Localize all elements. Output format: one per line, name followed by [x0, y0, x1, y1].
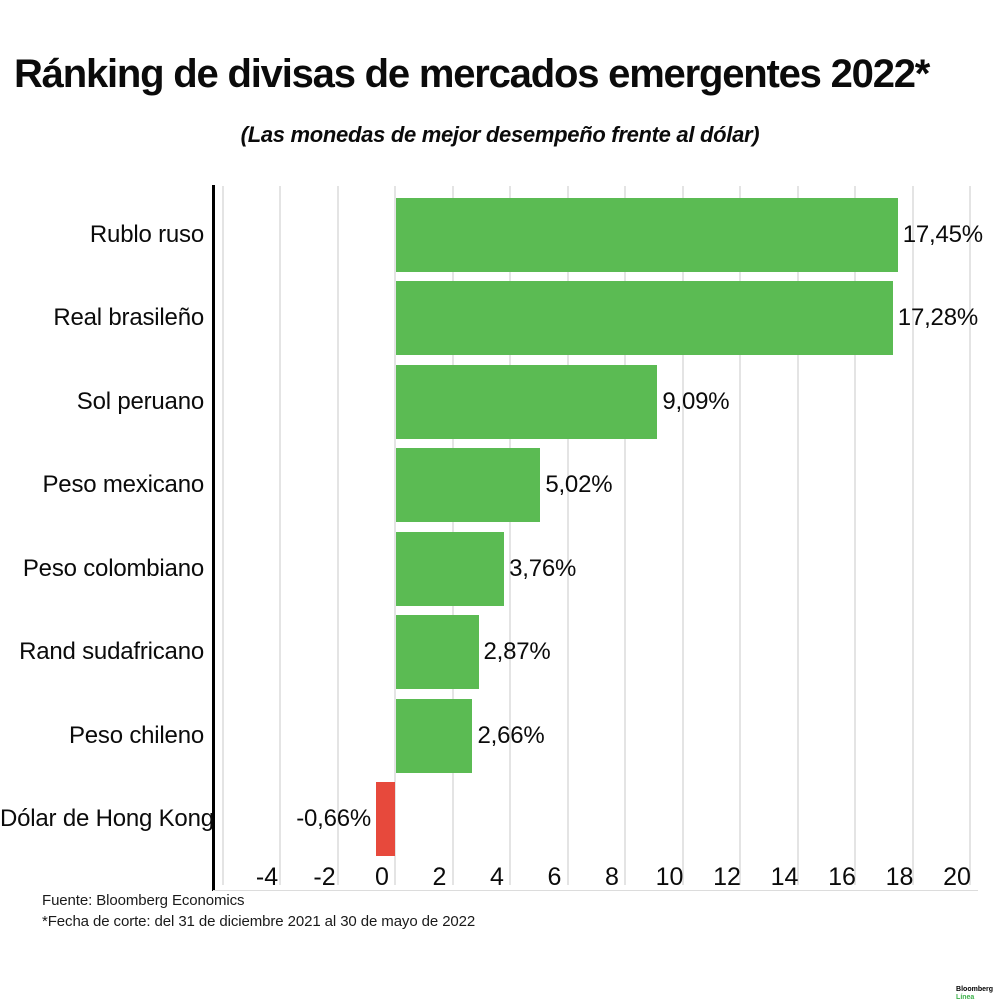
x-tick-label-20: 20 — [943, 863, 971, 891]
bar-rand-sudafricano — [396, 615, 479, 689]
source-text: Fuente: Bloomberg Economics — [42, 892, 245, 909]
bar-d-lar-de-hong-kong — [376, 782, 395, 856]
gridline-x-16 — [854, 186, 856, 885]
x-tick-label-12: 12 — [713, 863, 741, 891]
value-label: 9,09% — [662, 387, 730, 415]
chart-title: Ránking de divisas de mercados emergente… — [14, 52, 930, 96]
y-axis-line — [212, 185, 215, 891]
x-tick-label--4: -4 — [255, 863, 279, 891]
x-tick-label-2: 2 — [432, 863, 447, 891]
category-label: Peso chileno — [68, 721, 204, 749]
x-tick-label--2: -2 — [313, 863, 336, 891]
bloomberg-linea-logo: Bloomberg Línea — [956, 986, 993, 1001]
gridline-x--4 — [279, 186, 281, 885]
x-tick-label-18: 18 — [885, 863, 914, 891]
x-axis-baseline — [213, 890, 978, 891]
bar-sol-peruano — [396, 364, 658, 439]
bar-peso-colombiano — [396, 531, 505, 606]
bar-rublo-ruso — [396, 197, 898, 272]
bar-peso-mexicano — [396, 448, 541, 522]
category-label: Peso colombiano — [22, 554, 204, 582]
bar-peso-chileno — [396, 698, 473, 773]
gridline-x--2 — [336, 186, 339, 885]
gridline-x-20 — [969, 186, 971, 885]
x-tick-label-6: 6 — [547, 863, 562, 891]
x-tick-label-14: 14 — [770, 863, 799, 891]
chart-subtitle: (Las monedas de mejor desempeño frente a… — [240, 122, 760, 147]
x-tick-label-16: 16 — [828, 863, 856, 891]
category-label: Real brasileño — [53, 304, 204, 331]
logo-line-linea: Línea — [956, 994, 975, 1001]
gridline-x-12 — [739, 186, 741, 885]
x-tick-label-4: 4 — [490, 863, 504, 891]
gridline-x--6 — [221, 186, 224, 885]
x-tick-label-10: 10 — [655, 863, 684, 891]
gridline-x-6 — [566, 186, 569, 885]
category-label: Peso mexicano — [42, 471, 205, 498]
value-label: 17,28% — [897, 304, 978, 331]
logo-line-bloomberg: Bloomberg — [956, 986, 993, 993]
value-label: 5,02% — [545, 471, 613, 498]
category-label: Rublo ruso — [89, 220, 204, 248]
value-label: 3,76% — [509, 554, 577, 582]
category-label: Sol peruano — [76, 387, 204, 415]
value-label: 2,87% — [483, 638, 551, 665]
gridline-x-4 — [509, 186, 511, 885]
value-label: 17,45% — [902, 220, 983, 248]
bar-real-brasile-o — [396, 281, 893, 355]
x-tick-label-8: 8 — [605, 863, 619, 891]
footnote-text: *Fecha de corte: del 31 de diciembre 202… — [42, 913, 476, 930]
gridline-x-14 — [796, 186, 799, 885]
category-label: Rand sudafricano — [19, 638, 204, 665]
category-label: Dólar de Hong Kong — [0, 805, 214, 832]
gridline-x-8 — [624, 186, 626, 885]
gridline-x-0 — [394, 186, 396, 885]
value-label: 2,66% — [477, 721, 545, 749]
x-tick-label-0: 0 — [375, 863, 389, 891]
value-label: -0,66% — [296, 805, 372, 832]
gridline-x-10 — [681, 186, 684, 885]
gridline-x-18 — [911, 186, 914, 885]
